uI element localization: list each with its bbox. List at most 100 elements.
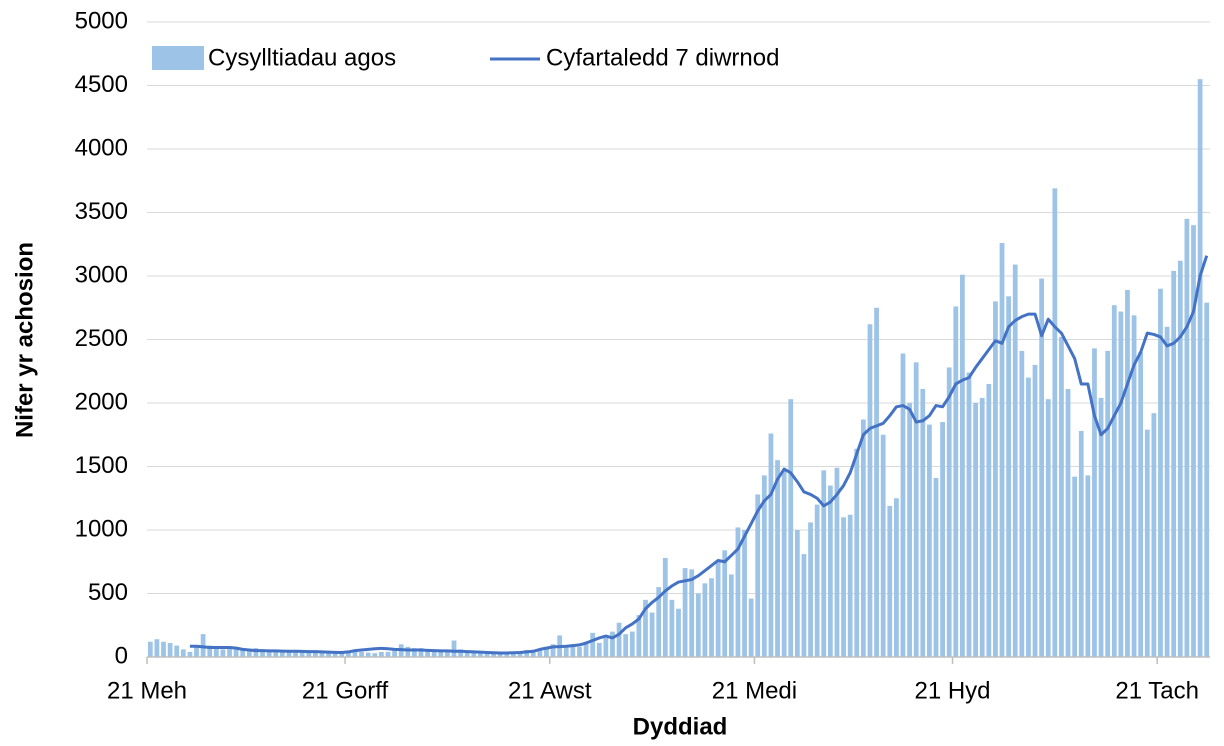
bar bbox=[715, 560, 721, 657]
bar bbox=[352, 650, 358, 657]
bar bbox=[319, 651, 325, 657]
bar bbox=[1039, 278, 1045, 657]
bar bbox=[233, 646, 239, 657]
bar bbox=[497, 653, 503, 657]
bar bbox=[1078, 430, 1084, 657]
bar bbox=[999, 242, 1005, 658]
bar bbox=[544, 646, 549, 657]
bar bbox=[438, 649, 444, 657]
bar bbox=[623, 634, 629, 657]
bar bbox=[458, 649, 463, 657]
bar bbox=[1085, 475, 1091, 657]
bar bbox=[1006, 296, 1012, 657]
bar bbox=[808, 522, 813, 657]
bar bbox=[1138, 352, 1144, 657]
bar bbox=[867, 324, 873, 657]
legend-label: Cysylltiadau agos bbox=[208, 44, 396, 71]
bar bbox=[1045, 399, 1051, 657]
bar bbox=[293, 651, 298, 657]
bar bbox=[1191, 225, 1196, 657]
legend-swatch-bar bbox=[152, 46, 204, 70]
y-tick-label: 5000 bbox=[75, 7, 128, 34]
bar bbox=[742, 530, 747, 657]
bar bbox=[306, 650, 312, 657]
bar bbox=[979, 397, 985, 657]
bar bbox=[1111, 305, 1117, 657]
x-axis-title: Dyddiad bbox=[633, 713, 728, 740]
bar bbox=[220, 649, 226, 657]
bar bbox=[1158, 288, 1163, 657]
bar bbox=[669, 599, 675, 657]
bar bbox=[953, 306, 959, 657]
bar bbox=[1092, 348, 1097, 657]
bar bbox=[445, 650, 450, 657]
bar bbox=[524, 650, 530, 657]
bar bbox=[537, 649, 543, 657]
bar bbox=[451, 640, 457, 657]
bar bbox=[874, 307, 879, 657]
bar bbox=[933, 477, 939, 657]
y-tick-label: 500 bbox=[88, 579, 128, 606]
y-tick-label: 1500 bbox=[75, 452, 128, 479]
bar bbox=[478, 651, 483, 657]
bar bbox=[927, 424, 932, 657]
bar bbox=[431, 650, 437, 657]
bar bbox=[326, 651, 331, 657]
y-tick-label: 1000 bbox=[75, 515, 128, 542]
bar bbox=[180, 649, 186, 657]
bar bbox=[1131, 315, 1137, 657]
bar bbox=[213, 648, 219, 657]
bar bbox=[1118, 311, 1124, 657]
x-tick-label: 21 Medi bbox=[712, 677, 797, 704]
bar bbox=[379, 651, 384, 657]
line bbox=[189, 255, 1209, 655]
bar bbox=[794, 530, 800, 657]
bar bbox=[821, 470, 827, 657]
bar bbox=[1105, 350, 1111, 657]
bar bbox=[570, 644, 576, 657]
bar bbox=[484, 651, 490, 657]
bar bbox=[425, 649, 430, 657]
bar bbox=[1032, 364, 1038, 657]
bar bbox=[550, 644, 556, 657]
bar bbox=[649, 612, 655, 657]
x-tick-label: 21 Awst bbox=[508, 677, 592, 704]
bar bbox=[656, 587, 662, 657]
bar bbox=[312, 651, 318, 657]
bar bbox=[299, 651, 305, 657]
bar bbox=[207, 645, 213, 657]
bar bbox=[887, 505, 893, 657]
bar bbox=[735, 527, 741, 657]
bar bbox=[174, 645, 180, 657]
bar bbox=[1171, 270, 1177, 657]
bar bbox=[966, 372, 972, 657]
bar bbox=[464, 650, 470, 657]
bar bbox=[596, 643, 602, 657]
bar bbox=[530, 651, 536, 657]
bar bbox=[504, 652, 510, 657]
bar bbox=[662, 557, 668, 657]
bar bbox=[755, 494, 761, 657]
bar bbox=[471, 651, 477, 657]
bar bbox=[702, 583, 708, 657]
bar bbox=[187, 651, 193, 657]
y-axis-title: Nifer yr achosion bbox=[11, 242, 38, 438]
bar bbox=[246, 650, 252, 657]
bar bbox=[847, 514, 853, 657]
bar bbox=[1184, 218, 1190, 657]
bar bbox=[161, 641, 166, 657]
x-tick-label: 21 Tach bbox=[1115, 677, 1199, 704]
bar bbox=[695, 593, 701, 657]
bar bbox=[266, 650, 272, 657]
bar bbox=[418, 648, 424, 657]
bar bbox=[610, 631, 615, 657]
bar bbox=[709, 578, 714, 657]
bar bbox=[577, 646, 582, 657]
bar bbox=[405, 646, 411, 657]
bar bbox=[894, 498, 899, 657]
bar bbox=[676, 608, 681, 657]
bar bbox=[1072, 476, 1078, 657]
bar bbox=[1125, 289, 1130, 657]
bar bbox=[1012, 264, 1018, 657]
y-tick-label: 2500 bbox=[75, 325, 128, 352]
